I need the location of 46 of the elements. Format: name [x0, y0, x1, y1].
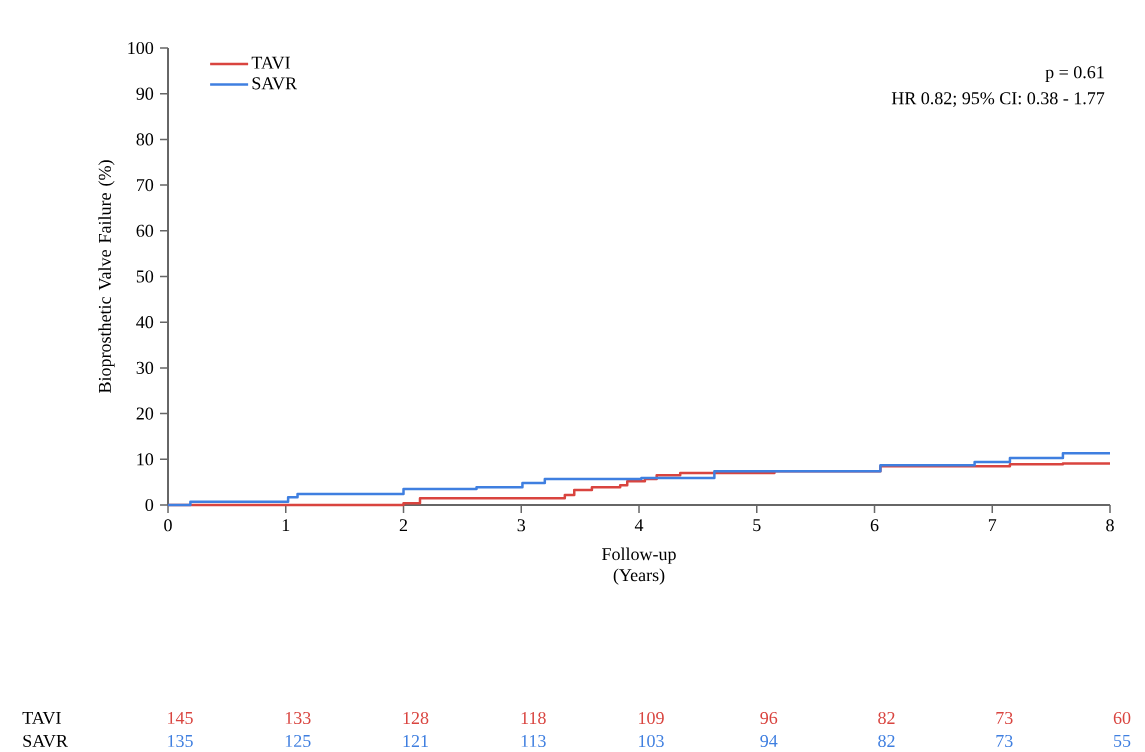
annotation: p = 0.61 [1045, 66, 1104, 82]
text: 118 [521, 711, 546, 725]
x-tick-label: 2 [399, 519, 408, 532]
text: 135 [168, 734, 193, 748]
y-tick-label: 0 [145, 498, 154, 512]
x-tick-label: 7 [988, 519, 997, 531]
text: 73 [996, 734, 1013, 748]
x-tick-label: 6 [870, 519, 879, 532]
y-tick-label: 50 [136, 270, 154, 283]
text: 55 [1114, 735, 1131, 747]
y-tick-label: 90 [136, 87, 154, 100]
legend-label: TAVI [251, 56, 290, 69]
y-tick-label: 20 [136, 407, 154, 420]
y-tick-label: 10 [137, 453, 154, 466]
y-tick-label: 100 [128, 41, 154, 55]
x-tick-label: 3 [517, 519, 526, 532]
x-tick-label: 8 [1106, 519, 1114, 532]
x-tick-label: 0 [164, 519, 172, 532]
text: 125 [285, 734, 311, 748]
text: 133 [285, 711, 311, 725]
text: 94 [760, 734, 778, 748]
y-tick-label: 60 [136, 224, 154, 237]
text: TAVI [22, 711, 61, 725]
annotation: HR 0.82; 95% CI: 0.38 - 1.77 [891, 92, 1105, 107]
x-axis-title: Follow-up (Years) [602, 547, 676, 585]
text: 121 [403, 735, 428, 747]
y-tick-label: 40 [136, 316, 154, 329]
y-tick-label: 30 [136, 361, 154, 374]
text: 103 [639, 734, 664, 748]
text: 82 [878, 734, 895, 748]
y-axis-title: Bioprosthetic Valve Failure (%) [98, 160, 115, 393]
text: 73 [996, 711, 1013, 725]
text: 60 [1113, 711, 1131, 725]
x-tick-label: 5 [753, 519, 761, 532]
legend-label: SAVR [252, 77, 298, 90]
x-tick-label: 1 [282, 519, 290, 532]
text: 96 [760, 711, 778, 725]
text: 145 [168, 711, 193, 725]
text: 109 [639, 711, 664, 725]
y-tick-label: 80 [136, 133, 154, 146]
y-tick-label: 70 [137, 179, 154, 192]
x-tick-label: 4 [634, 519, 644, 532]
text: 113 [521, 734, 546, 748]
text: 128 [403, 711, 429, 725]
text: 82 [878, 711, 895, 725]
text: SAVR [23, 734, 68, 748]
